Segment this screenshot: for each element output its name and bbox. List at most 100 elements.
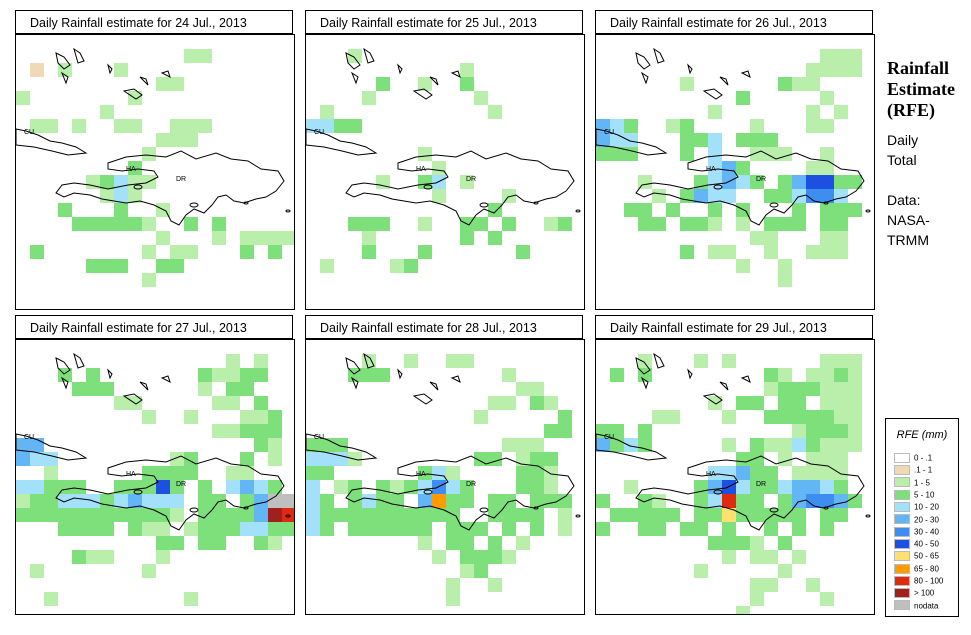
island-outline — [73, 47, 85, 64]
rainfall-cell — [376, 480, 390, 494]
rainfall-cell — [320, 522, 334, 536]
rainfall-cell — [834, 368, 848, 382]
rainfall-cell — [834, 410, 848, 424]
rainfall-cell — [58, 203, 72, 217]
country-label: DR — [756, 481, 766, 488]
rainfall-cell — [530, 396, 544, 410]
rainfall-cell — [792, 217, 806, 231]
legend-entry: > 100 — [894, 587, 934, 599]
rainfall-cell — [848, 203, 862, 217]
rainfall-cell — [778, 368, 792, 382]
rainfall-cell — [376, 368, 390, 382]
rainfall-cell — [544, 452, 558, 466]
island-outline — [412, 88, 433, 100]
rainfall-cell — [820, 49, 834, 63]
rainfall-cell — [226, 522, 240, 536]
rainfall-cell — [736, 494, 750, 508]
rainfall-cell — [502, 368, 516, 382]
rainfall-cell — [750, 438, 764, 452]
rainfall-cell — [268, 410, 282, 424]
rainfall-cell — [708, 480, 722, 494]
rainfall-cell — [212, 508, 226, 522]
rainfall-cell — [268, 424, 282, 438]
island-outline — [55, 357, 71, 375]
rainfall-cell — [418, 480, 432, 494]
rainfall-cell — [156, 550, 170, 564]
rainfall-cell — [834, 466, 848, 480]
cuba-coastline — [16, 128, 88, 156]
rainfall-cell — [736, 259, 750, 273]
rainfall-cell — [708, 161, 722, 175]
island-outline — [687, 368, 693, 380]
rainfall-cell — [708, 494, 722, 508]
rainfall-cell — [488, 203, 502, 217]
rainfall-cell — [362, 91, 376, 105]
rainfall-cell — [778, 273, 792, 287]
island-outline — [575, 514, 581, 518]
rainfall-cell — [254, 231, 268, 245]
rainfall-cell — [848, 424, 862, 438]
rainfall-cell — [806, 161, 820, 175]
rainfall-cell — [652, 217, 666, 231]
island-outline — [397, 63, 403, 75]
panel-title: Daily Rainfall estimate for 29 Jul., 201… — [595, 315, 873, 339]
rainfall-cell — [610, 147, 624, 161]
rainfall-cell — [722, 354, 736, 368]
rainfall-cell — [306, 522, 320, 536]
rainfall-cell — [348, 49, 362, 63]
rainfall-cell — [100, 550, 114, 564]
rainfall-cell — [736, 396, 750, 410]
rainfall-cell — [722, 161, 736, 175]
rainfall-cell — [100, 508, 114, 522]
island-outline — [635, 52, 651, 70]
rainfall-cell — [254, 438, 268, 452]
rainfall-cell — [764, 133, 778, 147]
rainfall-cell — [254, 508, 268, 522]
rainfall-cell — [820, 231, 834, 245]
rainfall-cell — [722, 466, 736, 480]
rainfall-cell — [212, 231, 226, 245]
rainfall-cell — [820, 161, 834, 175]
legend-label: nodata — [914, 600, 939, 610]
island-outline — [423, 184, 433, 190]
rainfall-cell — [820, 175, 834, 189]
rainfall-cell — [778, 382, 792, 396]
legend-entry: 50 - 65 — [894, 550, 939, 562]
rainfall-cell — [460, 480, 474, 494]
rainfall-cell — [764, 245, 778, 259]
rainfall-cell — [736, 161, 750, 175]
rainfall-cell — [376, 77, 390, 91]
rainfall-cell — [680, 522, 694, 536]
rainfall-cell — [376, 217, 390, 231]
rainfall-cell — [750, 231, 764, 245]
rainfall-cell — [750, 396, 764, 410]
legend-label: 1 - 5 — [914, 477, 931, 487]
legend-swatch — [894, 477, 910, 488]
rainfall-cell — [820, 522, 834, 536]
data-source-label: Data: NASA- TRMM — [887, 192, 930, 248]
rainfall-cell — [792, 508, 806, 522]
rainfall-cell — [638, 494, 652, 508]
rainfall-cell — [198, 494, 212, 508]
rainfall-map: CU HA DR — [305, 34, 585, 310]
island-outline — [133, 489, 143, 495]
rainfall-cell — [764, 217, 778, 231]
rainfall-cell — [750, 147, 764, 161]
rainfall-cell — [736, 536, 750, 550]
rainfall-cell — [488, 578, 502, 592]
country-label: HA — [416, 166, 426, 173]
legend-entry: 40 - 50 — [894, 538, 939, 550]
island-outline — [423, 489, 433, 495]
cuba-coastline — [306, 128, 378, 156]
rainfall-cell — [488, 396, 502, 410]
rainfall-cell — [418, 147, 432, 161]
rainfall-cell — [722, 245, 736, 259]
rainfall-cell — [516, 245, 530, 259]
rainfall-cell — [170, 133, 184, 147]
rainfall-cell — [170, 119, 184, 133]
rainfall-cell — [362, 522, 376, 536]
rainfall-cell — [624, 203, 638, 217]
rainfall-cell — [72, 217, 86, 231]
rainfall-cell — [544, 480, 558, 494]
rainfall-cell — [198, 119, 212, 133]
